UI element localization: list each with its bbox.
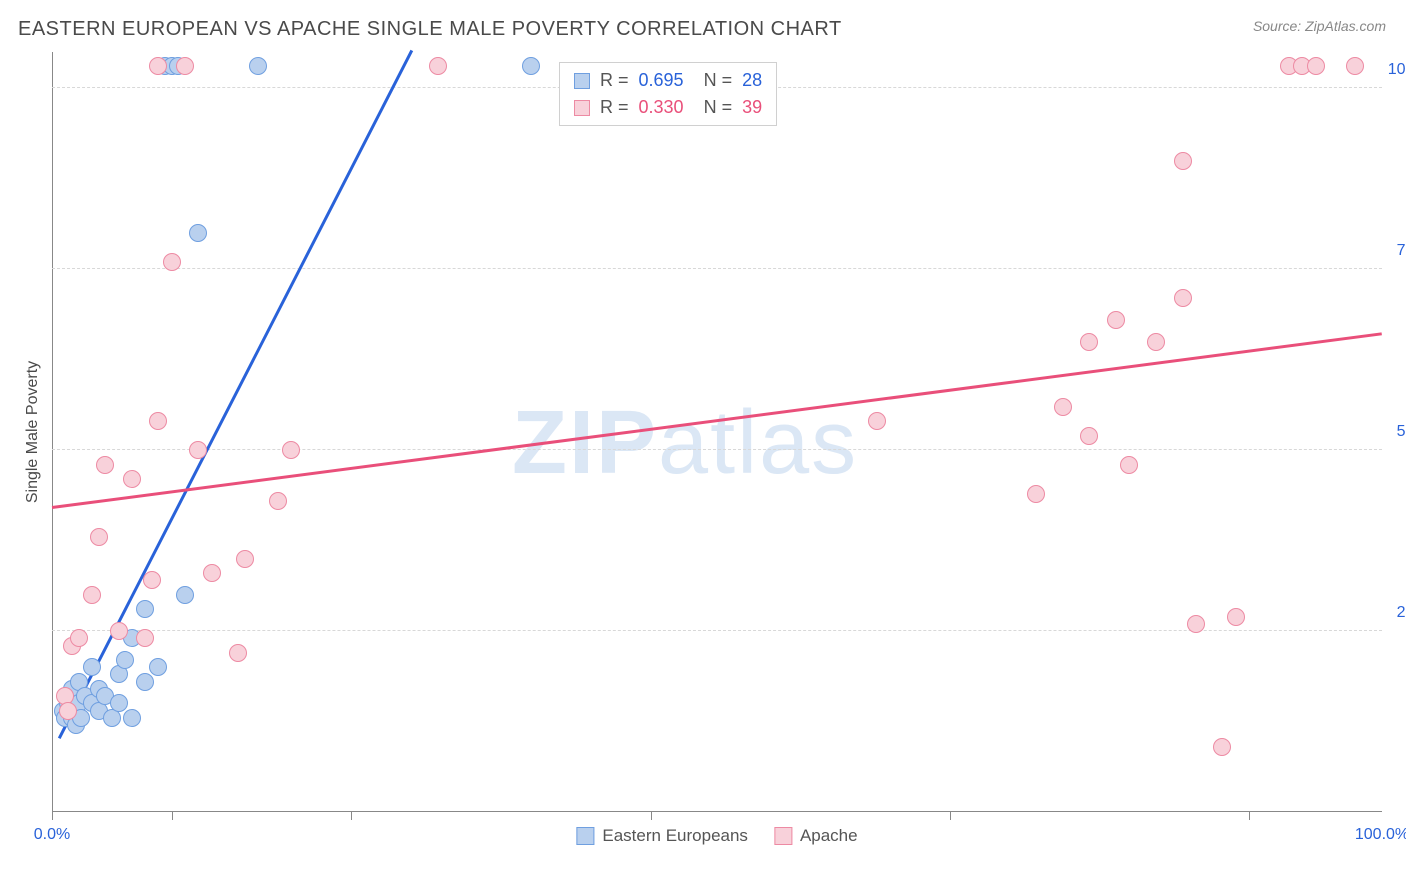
data-point xyxy=(136,600,154,618)
data-point xyxy=(1187,615,1205,633)
watermark-atlas: atlas xyxy=(658,393,858,493)
stats-r-value: 0.330 xyxy=(639,94,684,121)
data-point xyxy=(282,441,300,459)
data-point xyxy=(136,629,154,647)
data-point xyxy=(59,702,77,720)
x-tick xyxy=(950,812,951,820)
gridline xyxy=(52,449,1382,450)
data-point xyxy=(1107,311,1125,329)
data-point xyxy=(176,586,194,604)
bottom-legend: Eastern Europeans Apache xyxy=(576,826,857,846)
data-point xyxy=(522,57,540,75)
data-point xyxy=(868,412,886,430)
data-point xyxy=(203,564,221,582)
plot-area: ZIPatlas 25.0%50.0%75.0%100.0%0.0%100.0%… xyxy=(52,52,1382,812)
data-point xyxy=(110,694,128,712)
legend-item: Eastern Europeans xyxy=(576,826,748,846)
chart-title: EASTERN EUROPEAN VS APACHE SINGLE MALE P… xyxy=(18,18,842,41)
data-point xyxy=(1027,485,1045,503)
data-point xyxy=(1346,57,1364,75)
data-point xyxy=(176,57,194,75)
data-point xyxy=(1080,427,1098,445)
data-point xyxy=(143,571,161,589)
data-point xyxy=(189,441,207,459)
data-point xyxy=(149,57,167,75)
x-tick xyxy=(351,812,352,820)
data-point xyxy=(149,412,167,430)
x-tick xyxy=(52,812,53,820)
x-axis-line xyxy=(52,811,1382,812)
stats-n-value: 39 xyxy=(742,94,762,121)
stats-r-value: 0.695 xyxy=(639,67,684,94)
data-point xyxy=(149,658,167,676)
legend-swatch xyxy=(576,827,594,845)
stats-n-label: N = xyxy=(704,67,733,94)
y-tick-label: 75.0% xyxy=(1397,242,1406,260)
data-point xyxy=(1174,152,1192,170)
x-tick-label: 100.0% xyxy=(1355,826,1406,844)
chart-container: Single Male Poverty ZIPatlas 25.0%50.0%7… xyxy=(52,52,1382,812)
data-point xyxy=(1213,738,1231,756)
data-point xyxy=(1147,333,1165,351)
data-point xyxy=(236,550,254,568)
y-axis-label: Single Male Poverty xyxy=(24,361,42,503)
x-tick xyxy=(1249,812,1250,820)
data-point xyxy=(1120,456,1138,474)
legend-swatch xyxy=(574,100,590,116)
source-label: Source: ZipAtlas.com xyxy=(1253,18,1386,34)
y-tick-label: 100.0% xyxy=(1388,61,1406,79)
y-tick-label: 50.0% xyxy=(1397,423,1406,441)
legend-swatch xyxy=(774,827,792,845)
legend-label: Apache xyxy=(800,826,858,846)
gridline xyxy=(52,268,1382,269)
stats-r-label: R = xyxy=(600,67,629,94)
legend-label: Eastern Europeans xyxy=(602,826,748,846)
data-point xyxy=(1227,608,1245,626)
x-tick xyxy=(651,812,652,820)
data-point xyxy=(249,57,267,75)
stats-box: R = 0.695 N = 28 R = 0.330 N = 39 xyxy=(559,62,777,126)
x-tick xyxy=(172,812,173,820)
y-axis-line xyxy=(52,52,53,812)
data-point xyxy=(163,253,181,271)
data-point xyxy=(229,644,247,662)
data-point xyxy=(70,629,88,647)
data-point xyxy=(136,673,154,691)
stats-row: R = 0.330 N = 39 xyxy=(574,94,762,121)
legend-swatch xyxy=(574,73,590,89)
data-point xyxy=(96,456,114,474)
data-point xyxy=(90,528,108,546)
data-point xyxy=(110,622,128,640)
data-point xyxy=(83,658,101,676)
data-point xyxy=(1174,289,1192,307)
data-point xyxy=(429,57,447,75)
data-point xyxy=(83,586,101,604)
stats-n-label: N = xyxy=(704,94,733,121)
data-point xyxy=(1054,398,1072,416)
data-point xyxy=(1080,333,1098,351)
y-tick-label: 25.0% xyxy=(1397,604,1406,622)
stats-row: R = 0.695 N = 28 xyxy=(574,67,762,94)
data-point xyxy=(1307,57,1325,75)
data-point xyxy=(116,651,134,669)
data-point xyxy=(189,224,207,242)
header: EASTERN EUROPEAN VS APACHE SINGLE MALE P… xyxy=(0,0,1406,41)
stats-n-value: 28 xyxy=(742,67,762,94)
gridline xyxy=(52,630,1382,631)
data-point xyxy=(269,492,287,510)
data-point xyxy=(123,709,141,727)
data-point xyxy=(123,470,141,488)
x-tick-label: 0.0% xyxy=(34,826,70,844)
legend-item: Apache xyxy=(774,826,858,846)
stats-r-label: R = xyxy=(600,94,629,121)
